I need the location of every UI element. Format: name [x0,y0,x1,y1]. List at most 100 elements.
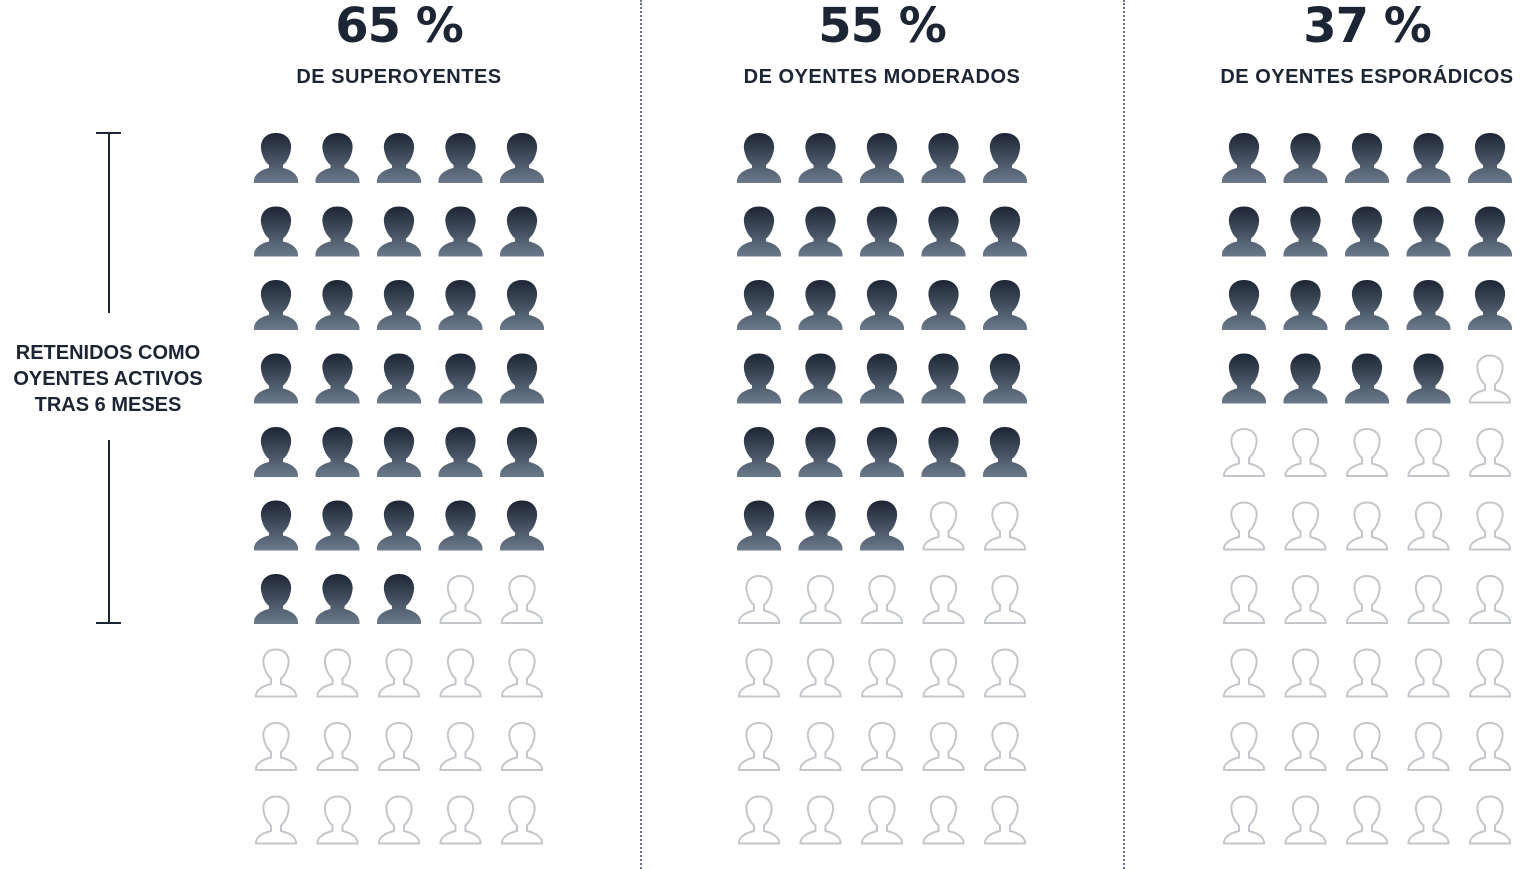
person-filled-icon [254,427,298,477]
person-empty-icon [922,721,965,771]
icon-group-1 [254,133,544,845]
person-empty-icon [1284,574,1327,624]
person-filled-icon [254,280,298,330]
person-empty-icon [501,574,543,624]
person-empty-icon [439,795,482,845]
person-empty-icon [861,574,903,624]
person-filled-icon [500,500,544,551]
person-filled-icon [798,500,843,551]
person-filled-icon [737,353,781,404]
person-empty-icon [738,795,780,845]
person-filled-icon [921,353,966,404]
side-label-line-2: OYENTES ACTIVOS [13,368,203,390]
person-filled-icon [860,500,904,551]
person-empty-icon [1469,427,1511,477]
person-empty-icon [799,795,842,845]
person-filled-icon [1283,133,1328,183]
person-empty-icon [1346,574,1388,624]
person-filled-icon [1222,133,1266,183]
person-filled-icon [737,500,781,551]
person-filled-icon [500,206,544,257]
person-filled-icon [377,133,421,183]
person-empty-icon [439,721,482,771]
group-2-label: DE OYENTES MODERADOS [743,66,1021,88]
person-empty-icon [1223,574,1265,624]
person-empty-icon [316,795,359,845]
person-empty-icon [378,648,420,698]
person-filled-icon [1406,280,1451,330]
person-empty-icon [1284,501,1327,551]
person-filled-icon [983,133,1027,183]
person-empty-icon [1407,721,1450,771]
group-3-label: DE OYENTES ESPORÁDICOS [1220,66,1514,88]
group-1-label: DE SUPEROYENTES [296,66,502,88]
group-2-percent: 55 % [818,0,947,54]
person-empty-icon [1284,427,1327,477]
person-empty-icon [861,721,903,771]
person-filled-icon [983,280,1027,330]
person-filled-icon [921,133,966,183]
person-filled-icon [315,574,360,624]
person-filled-icon [860,133,904,183]
person-filled-icon [860,427,904,477]
person-filled-icon [1283,353,1328,404]
person-filled-icon [1468,206,1512,257]
person-empty-icon [1346,721,1388,771]
person-filled-icon [315,280,360,330]
person-filled-icon [1345,280,1389,330]
person-filled-icon [1406,133,1451,183]
person-empty-icon [984,795,1026,845]
person-filled-icon [737,206,781,257]
person-empty-icon [501,721,543,771]
person-filled-icon [315,427,360,477]
person-filled-icon [254,133,298,183]
person-filled-icon [438,500,483,551]
person-filled-icon [438,280,483,330]
person-filled-icon [315,500,360,551]
person-empty-icon [1407,427,1450,477]
icon-group-3 [1222,133,1512,845]
person-filled-icon [377,427,421,477]
person-filled-icon [798,280,843,330]
person-filled-icon [438,353,483,404]
person-filled-icon [798,206,843,257]
person-empty-icon [316,648,359,698]
person-empty-icon [1284,721,1327,771]
person-filled-icon [1468,280,1512,330]
person-empty-icon [1346,648,1388,698]
divider-left [640,0,642,869]
person-empty-icon [1346,795,1388,845]
person-filled-icon [438,427,483,477]
person-filled-icon [1283,280,1328,330]
person-filled-icon [1468,133,1512,183]
person-filled-icon [860,206,904,257]
person-empty-icon [1407,501,1450,551]
person-empty-icon [439,648,482,698]
person-filled-icon [500,427,544,477]
person-filled-icon [921,280,966,330]
group-1-percent: 65 % [335,0,464,54]
person-filled-icon [983,353,1027,404]
person-empty-icon [439,574,482,624]
person-filled-icon [254,353,298,404]
icon-group-2 [737,133,1027,845]
person-filled-icon [315,206,360,257]
person-empty-icon [1469,648,1511,698]
person-empty-icon [1407,648,1450,698]
person-filled-icon [860,280,904,330]
person-empty-icon [1223,721,1265,771]
person-filled-icon [500,133,544,183]
person-filled-icon [500,280,544,330]
person-filled-icon [798,353,843,404]
person-empty-icon [984,501,1026,551]
person-filled-icon [1222,206,1266,257]
person-filled-icon [1345,206,1389,257]
person-filled-icon [500,353,544,404]
person-empty-icon [1284,795,1327,845]
person-filled-icon [921,206,966,257]
person-empty-icon [501,648,543,698]
person-empty-icon [1223,501,1265,551]
person-filled-icon [377,500,421,551]
person-filled-icon [254,500,298,551]
person-filled-icon [377,206,421,257]
